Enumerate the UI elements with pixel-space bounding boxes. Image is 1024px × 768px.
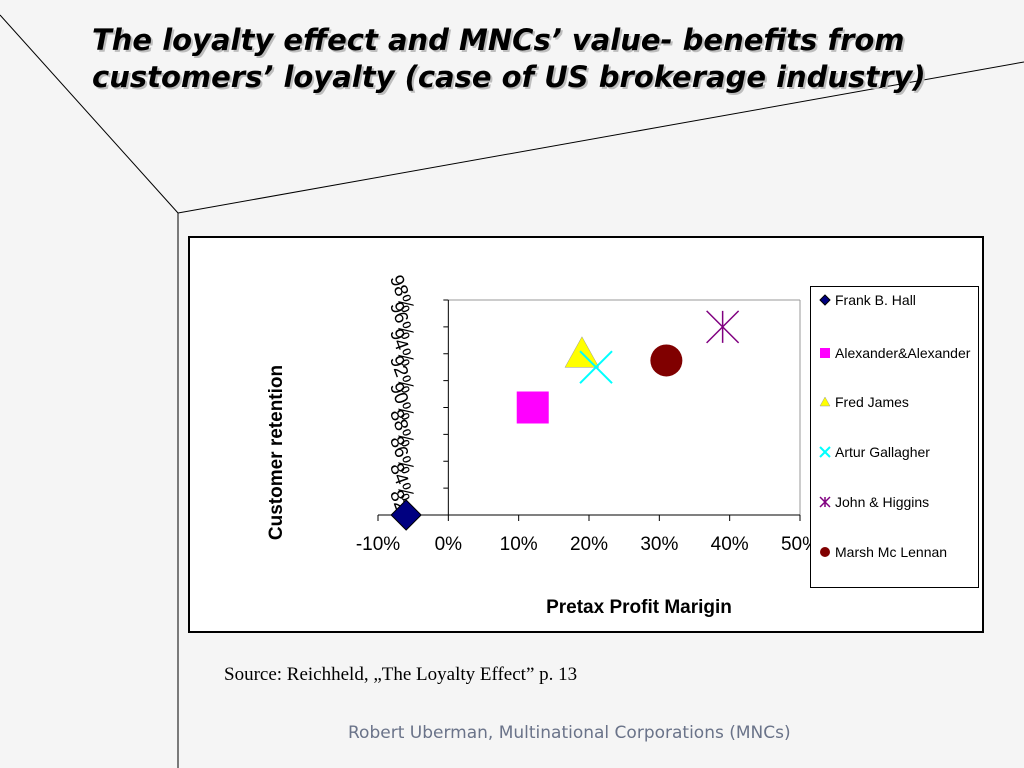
legend-item-frank-b-hall: Frank B. Hall: [818, 291, 978, 309]
source-note: Source: Reichheld, „The Loyalty Effect” …: [224, 664, 578, 685]
data-point-marsh-mc-lennan: [650, 344, 683, 377]
legend-marker-x-icon: [819, 446, 831, 458]
legend-label: Alexander&Alexander: [835, 345, 971, 361]
x-tick-label: 20%: [570, 534, 608, 555]
legend-marker-shape: [819, 294, 831, 306]
legend-item-alexander-alexander: Alexander&Alexander: [818, 344, 978, 362]
chart-legend: Frank B. Hall Alexander&Alexander Fred Jam…: [810, 286, 979, 588]
x-tick-label: 30%: [640, 534, 678, 555]
legend-marker-diamond-icon: [819, 294, 831, 306]
legend-marker-triangle-icon: [819, 396, 831, 407]
legend-item-artur-gallagher: Artur Gallagher: [818, 443, 978, 461]
data-point-artur-gallagher: [579, 350, 613, 384]
data-point-frank-b-hall: [390, 499, 422, 531]
x-axis-title: Pretax Profit Marigin: [546, 597, 732, 618]
y-axis-title: Customer retention: [266, 365, 287, 540]
data-point-john-higgins: [706, 310, 740, 344]
data-point-artur-gallagher-stroke: [579, 350, 613, 384]
legend-item-fred-james: Fred James: [818, 393, 978, 411]
legend-marker-shape: [819, 396, 831, 407]
x-tick-label: 10%: [500, 534, 538, 555]
scatter-chart: -10%0%10%20%30%40%50%82%84%86%88%90%92%9…: [266, 272, 819, 618]
legend-marker-shape: [819, 446, 831, 458]
legend-label: Artur Gallagher: [835, 444, 930, 460]
x-tick-label: -10%: [356, 534, 400, 555]
legend-label: Frank B. Hall: [835, 292, 916, 308]
legend-label: John & Higgins: [835, 494, 930, 510]
legend-marker-circle-icon: [820, 547, 830, 557]
legend-marker-shape: [820, 348, 830, 358]
slide-title: The loyalty effect and MNCs’ value- bene…: [92, 23, 926, 94]
legend-marker-shape-stroke: [819, 446, 831, 458]
x-tick-label: 50%: [781, 534, 819, 555]
x-tick-label: 0%: [435, 534, 463, 555]
chart-area: -10%0%10%20%30%40%50%82%84%86%88%90%92%9…: [188, 236, 984, 633]
legend-label: Marsh Mc Lennan: [835, 544, 948, 560]
legend-marker-shape: [820, 547, 830, 557]
legend-marker-star-icon: [819, 496, 831, 508]
footer-text: Robert Uberman, Multinational Corporatio…: [348, 723, 791, 743]
legend-label: Fred James: [835, 394, 909, 410]
x-tick-label: 40%: [711, 534, 749, 555]
legend-item-marsh-mc-lennan: Marsh Mc Lennan: [818, 543, 978, 561]
legend-marker-square-icon: [820, 348, 830, 358]
legend-marker-shape: [819, 496, 831, 508]
legend-item-john-higgins: John & Higgins: [818, 493, 978, 511]
data-point-alexander-alexander: [516, 391, 549, 424]
